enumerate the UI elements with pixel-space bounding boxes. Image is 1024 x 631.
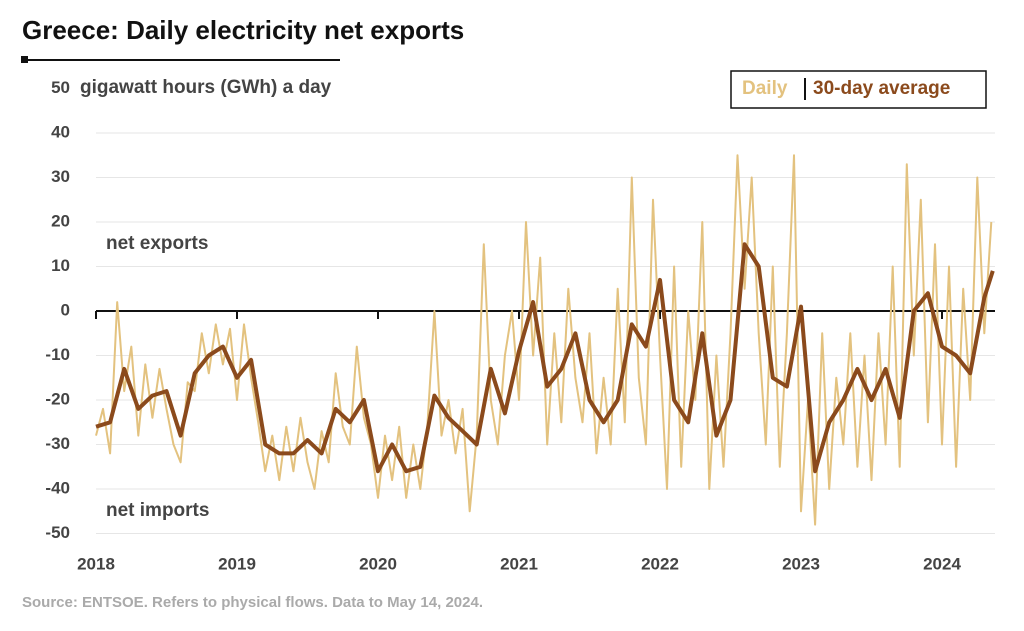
title-rule	[22, 59, 340, 61]
title-rule-cap	[21, 56, 28, 63]
annotation: net imports	[106, 500, 209, 521]
y-tick-label: -50	[45, 523, 70, 542]
legend-entry: 30-day average	[813, 78, 950, 99]
x-tick-label: 2019	[218, 554, 256, 573]
y-tick-label: -10	[45, 345, 70, 364]
x-tick-label: 2020	[359, 554, 397, 573]
x-tick-label: 2024	[923, 554, 961, 573]
y-axis-label: gigawatt hours (GWh) a day	[80, 77, 332, 98]
legend-box	[730, 70, 987, 109]
line-series	[95, 154, 993, 526]
annotation: net exports	[106, 233, 208, 254]
y-tick-label: 40	[51, 122, 70, 141]
y-tick-label: -30	[45, 434, 70, 453]
x-tick-label: 2022	[641, 554, 679, 573]
x-tick-label: 2021	[500, 554, 538, 573]
y-tick-label: 20	[51, 211, 70, 230]
x-tick-label: 2023	[782, 554, 820, 573]
y-tick-label: 0	[61, 300, 70, 319]
source: Source: ENTSOE. Refers to physical flows…	[22, 594, 483, 611]
y-tick-label: 10	[51, 256, 70, 275]
y-tick-label: -20	[45, 389, 70, 408]
y-tick-label: 30	[51, 167, 70, 186]
y-tick-label: -40	[45, 478, 70, 497]
line-series	[95, 242, 995, 474]
legend-entry: Daily	[742, 78, 788, 99]
x-tick-label: 2018	[77, 554, 115, 573]
chart-title: Greece: Daily electricity net exports	[22, 15, 464, 45]
y-tick-label: 50	[51, 78, 70, 97]
legend: Daily 30-day average	[730, 70, 987, 109]
